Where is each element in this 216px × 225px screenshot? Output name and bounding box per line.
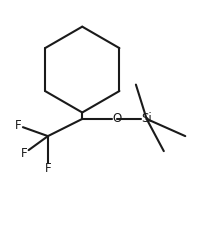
Text: F: F [44,162,51,175]
Text: O: O [112,112,121,126]
Text: Si: Si [141,112,152,126]
Text: F: F [21,147,28,160]
Text: F: F [14,119,21,132]
